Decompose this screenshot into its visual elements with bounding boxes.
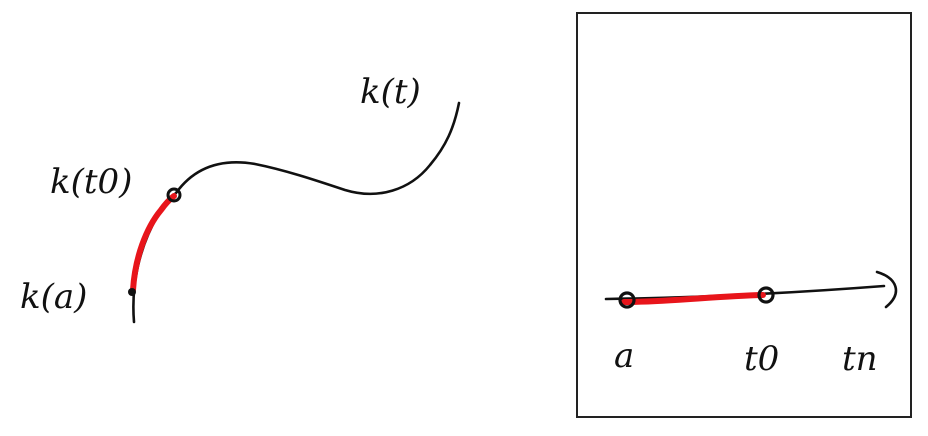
panel-frame	[576, 12, 912, 418]
curve-diagram: k(t) k(t0) k(a)	[20, 72, 461, 324]
point-a	[618, 291, 636, 309]
axis-arrow-icon	[875, 270, 898, 309]
label-k-t: k(t)	[360, 72, 421, 112]
interval-highlight	[621, 292, 766, 305]
point-k-a	[128, 288, 136, 296]
curve-segment-highlight	[130, 193, 177, 293]
parameter-panel: a t0 tn	[576, 12, 912, 418]
label-t0: t0	[744, 339, 779, 379]
label-k-t0: k(t0)	[50, 162, 132, 202]
label-a: a	[614, 336, 634, 376]
curve-k-of-t	[132, 101, 461, 324]
label-k-a: k(a)	[20, 277, 87, 317]
point-k-t0	[166, 187, 182, 203]
label-tn: tn	[842, 339, 878, 379]
point-t0	[757, 286, 775, 304]
